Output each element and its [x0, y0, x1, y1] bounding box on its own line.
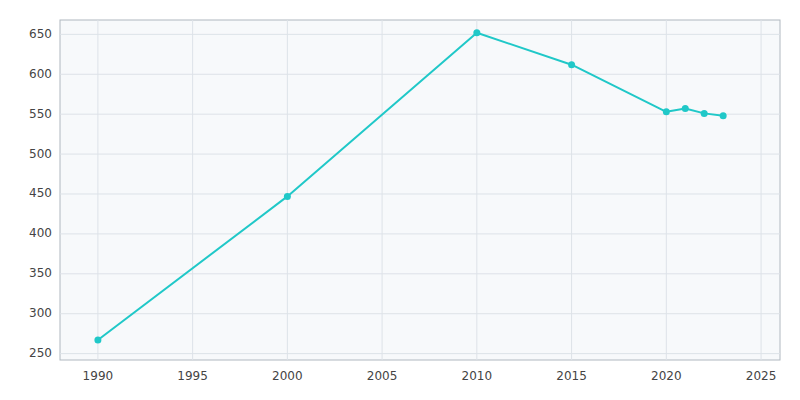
point — [473, 29, 480, 36]
y-tick-label: 500 — [29, 147, 52, 161]
grid-line-y — [60, 353, 780, 354]
grid — [60, 20, 780, 360]
x-tick-label: 2010 — [462, 369, 493, 383]
point — [701, 110, 708, 117]
y-tick-label: 600 — [29, 67, 52, 81]
y-tick-label: 400 — [29, 226, 52, 240]
x-tick-label: 2000 — [272, 369, 303, 383]
y-tick-label: 450 — [29, 186, 52, 200]
grid-line-y — [60, 273, 780, 274]
x-tick-label: 1995 — [177, 369, 208, 383]
y-tick-label: 250 — [29, 346, 52, 360]
grid-line-y — [60, 74, 780, 75]
x-tick-label: 2025 — [746, 369, 777, 383]
x-tick-label: 2005 — [367, 369, 398, 383]
grid-line-y — [60, 313, 780, 314]
y-tick-label: 550 — [29, 107, 52, 121]
x-tick-label: 1990 — [83, 369, 114, 383]
line — [98, 33, 723, 340]
point — [568, 61, 575, 68]
grid-line-x — [571, 20, 572, 360]
grid-line-x — [382, 20, 383, 360]
grid-line-x — [666, 20, 667, 360]
grid-line-x — [287, 20, 288, 360]
point — [663, 108, 670, 115]
grid-line-y — [60, 193, 780, 194]
y-tick-label: 350 — [29, 266, 52, 280]
grid-line-x — [97, 20, 98, 360]
chart-container: 250 300 350 400 450 500 550 600 650 1990 1995 2000 2… — [0, 0, 800, 400]
grid-line-x — [192, 20, 193, 360]
grid-line-y — [60, 114, 780, 115]
grid-line-y — [60, 34, 780, 35]
series — [94, 29, 726, 343]
point — [720, 112, 727, 119]
x-tick-label: 2020 — [651, 369, 682, 383]
chart: 250 300 350 400 450 500 550 600 650 1990 1995 2000 2… — [0, 0, 800, 400]
grid-line-y — [60, 154, 780, 155]
point — [94, 337, 101, 344]
grid-line-x — [476, 20, 477, 360]
x-tick-label: 2015 — [556, 369, 587, 383]
y-tick-label: 300 — [29, 306, 52, 320]
plot-area — [60, 20, 780, 360]
grid-line-x — [761, 20, 762, 360]
y-tick-label: 650 — [29, 27, 52, 41]
point — [682, 105, 689, 112]
axes: 250 300 350 400 450 500 550 600 650 1990 1995 2000 2… — [29, 27, 776, 383]
grid-line-y — [60, 233, 780, 234]
point — [284, 193, 291, 200]
